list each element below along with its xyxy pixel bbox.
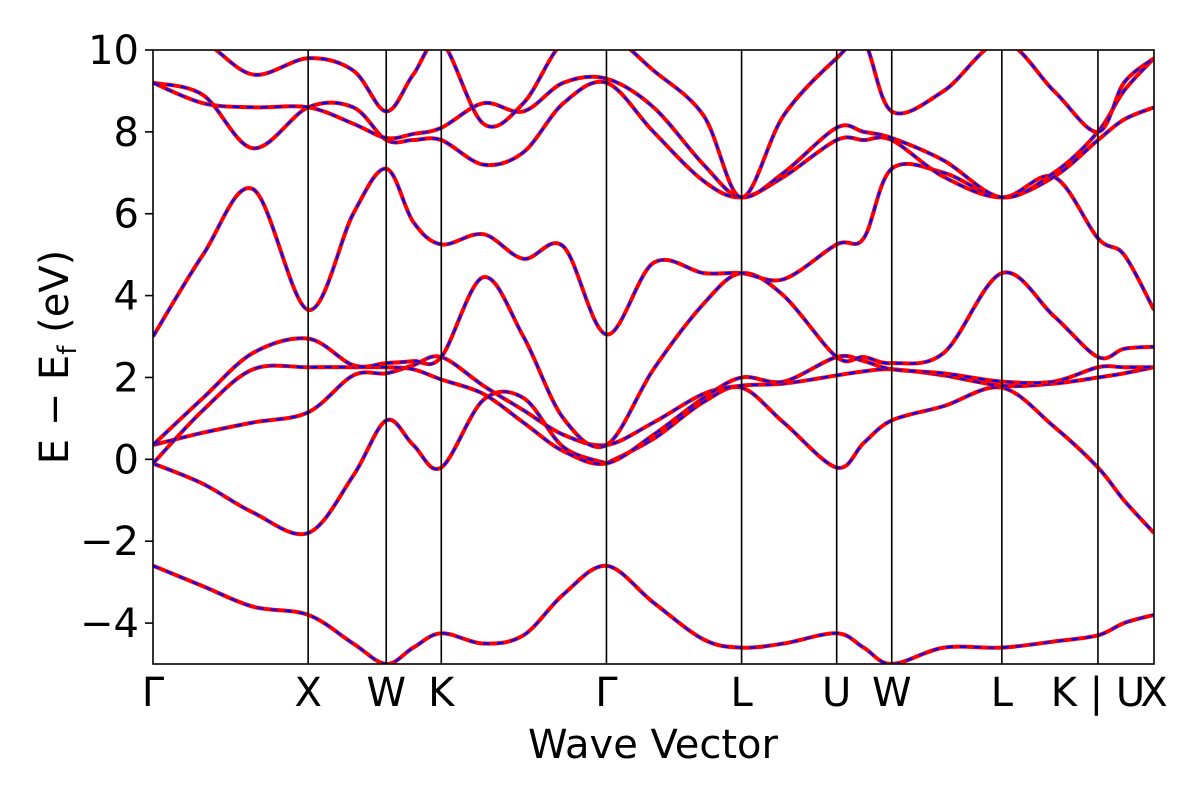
y-tick-label: 8 bbox=[114, 110, 139, 156]
y-axis-title-main: E − E bbox=[32, 355, 78, 465]
high-symmetry-lines bbox=[307, 50, 1099, 664]
x-tick-label: W bbox=[872, 670, 912, 716]
x-tick-label: Γ bbox=[142, 670, 165, 716]
y-tick-label: 10 bbox=[88, 28, 139, 74]
y-tick-label: 6 bbox=[114, 192, 139, 238]
y-tick-label: 4 bbox=[114, 274, 139, 320]
band-2-dashed bbox=[153, 390, 607, 536]
y-tick-label: −4 bbox=[80, 601, 139, 647]
x-tick-label: Γ bbox=[595, 670, 618, 716]
y-axis-title-sub: f bbox=[53, 345, 83, 355]
band-1-dashed bbox=[153, 564, 1154, 664]
band-6-dashed bbox=[153, 271, 1154, 449]
band-3-dashed bbox=[605, 385, 1154, 534]
y-tick-label: −2 bbox=[80, 519, 139, 565]
band-10-dashed bbox=[214, 50, 1154, 199]
x-tick-label: L bbox=[730, 670, 753, 716]
band-8-solid bbox=[153, 79, 1154, 200]
x-tick-label: W bbox=[366, 670, 406, 716]
band-9-dashed bbox=[153, 57, 1154, 199]
band-7-dashed bbox=[153, 162, 1154, 338]
plot-frame bbox=[152, 49, 1155, 665]
y-tick-label: 0 bbox=[114, 437, 139, 483]
x-tick-label: U bbox=[822, 670, 851, 716]
x-tick-label: K bbox=[428, 670, 456, 716]
y-tick-label: 2 bbox=[114, 355, 139, 401]
y-axis-title-unit: (eV) bbox=[32, 250, 78, 346]
band-1-solid bbox=[153, 563, 1154, 664]
y-axis: −4 −2 0 2 4 6 8 10 bbox=[80, 28, 153, 647]
y-axis-title: E − Ef (eV) bbox=[32, 250, 83, 465]
band-7-solid bbox=[153, 161, 1154, 338]
x-tick-label: X bbox=[1140, 670, 1167, 716]
band-10-solid bbox=[212, 50, 1154, 200]
x-tick-label: X bbox=[294, 670, 321, 716]
bands-layer bbox=[153, 50, 1154, 664]
x-tick-label: K | U bbox=[1051, 670, 1145, 716]
x-axis-title: Wave Vector bbox=[528, 722, 779, 768]
band-9-solid bbox=[153, 56, 1154, 200]
band-8-dashed bbox=[153, 80, 1154, 199]
x-tick-label: L bbox=[991, 670, 1014, 716]
